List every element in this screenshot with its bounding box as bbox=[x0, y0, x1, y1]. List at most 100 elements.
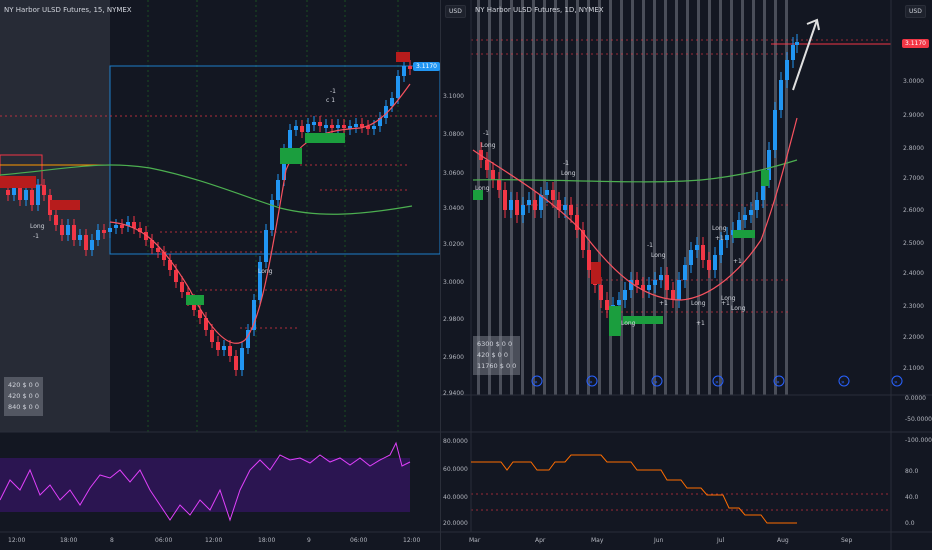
candle-body bbox=[785, 60, 789, 80]
candle-body bbox=[509, 200, 513, 210]
candle-body bbox=[695, 245, 699, 250]
calendar-event-icon[interactable]: » bbox=[712, 375, 724, 387]
demand-zone-3 bbox=[186, 295, 204, 305]
left-chart-title: NY Harbor ULSD Futures, 15, NYMEX bbox=[4, 6, 132, 14]
signal-label: +1 bbox=[733, 258, 742, 265]
week-bar bbox=[675, 0, 678, 395]
supply-zone bbox=[0, 176, 36, 188]
calendar-event-icon[interactable]: » bbox=[651, 375, 663, 387]
candle-body bbox=[659, 275, 663, 280]
candle-body bbox=[132, 222, 136, 228]
candle-body bbox=[617, 300, 621, 305]
week-bar bbox=[708, 0, 711, 395]
candle-body bbox=[114, 225, 118, 228]
candle-body bbox=[330, 125, 334, 128]
left-chart-canvas[interactable] bbox=[0, 0, 440, 550]
currency-badge-right[interactable]: USD bbox=[905, 5, 926, 18]
right-chart-pane[interactable]: » » » » » » » NY Harbor ULSD Futures, 1D, NYME… bbox=[440, 0, 932, 550]
stat-row: 11760 $ 0 0 bbox=[477, 362, 517, 370]
svg-text:»: » bbox=[534, 379, 538, 386]
time-label: 06:00 bbox=[350, 537, 368, 544]
price-label-right: 2.7000 bbox=[903, 175, 924, 182]
candle-body bbox=[78, 235, 82, 240]
signal-label: Long bbox=[731, 305, 746, 312]
candle-body bbox=[795, 42, 799, 45]
event-icons[interactable]: » » » » » » » bbox=[531, 375, 903, 387]
currency-badge-left[interactable]: USD bbox=[445, 5, 466, 18]
signal-label: Long bbox=[691, 300, 706, 307]
demand-zone-daily-3 bbox=[733, 230, 755, 238]
svg-text:»: » bbox=[776, 379, 780, 386]
calendar-event-icon[interactable]: » bbox=[773, 375, 785, 387]
candle-body bbox=[252, 300, 256, 330]
candle-body bbox=[408, 66, 412, 69]
time-label: Sep bbox=[841, 537, 853, 544]
demand-zone bbox=[280, 148, 302, 164]
week-bar bbox=[741, 0, 744, 395]
demand-zone-daily bbox=[609, 306, 621, 336]
candle-body bbox=[84, 235, 88, 250]
candle-body bbox=[557, 200, 561, 210]
candle-body bbox=[258, 262, 262, 300]
week-bar bbox=[653, 0, 656, 395]
ma-green-line-daily bbox=[472, 159, 798, 183]
price-label-left: 2.9400 bbox=[443, 390, 464, 397]
candle-body bbox=[282, 150, 286, 180]
svg-text:»: » bbox=[654, 379, 658, 386]
candle-body bbox=[102, 230, 106, 233]
stat-row: 420 $ 0 0 bbox=[8, 392, 40, 400]
candle-body bbox=[204, 318, 208, 330]
week-bar bbox=[686, 0, 689, 395]
demand-zone-2 bbox=[305, 133, 345, 143]
price-label-right: 2.9000 bbox=[903, 112, 924, 119]
candle-body bbox=[497, 180, 501, 190]
signal-label: +1 bbox=[715, 235, 724, 242]
time-label: Mar bbox=[469, 537, 481, 544]
candle-body bbox=[587, 250, 591, 270]
candle-body bbox=[174, 270, 178, 282]
calendar-event-icon[interactable]: » bbox=[838, 375, 850, 387]
candle-body bbox=[156, 248, 160, 252]
left-price-tag: 3.1170 bbox=[413, 62, 440, 71]
candle-body bbox=[491, 170, 495, 180]
candle-body bbox=[737, 220, 741, 230]
price-label-right: 2.3000 bbox=[903, 303, 924, 310]
signal-label: -1 bbox=[647, 242, 653, 249]
candle-body bbox=[773, 110, 777, 150]
right-chart-canvas[interactable]: » » » » » » » bbox=[441, 0, 932, 550]
candle-body bbox=[689, 250, 693, 265]
price-label-left: 2.9800 bbox=[443, 316, 464, 323]
candle-body bbox=[54, 215, 58, 225]
candle-body bbox=[761, 180, 765, 200]
candle-body bbox=[228, 346, 232, 356]
week-bar bbox=[631, 0, 634, 395]
candle-body bbox=[749, 210, 753, 215]
oscillator-label: 80.0 bbox=[905, 468, 919, 475]
calendar-event-icon[interactable]: » bbox=[531, 375, 543, 387]
session-lines bbox=[147, 0, 399, 432]
candle-body bbox=[641, 285, 645, 290]
time-label: 18:00 bbox=[60, 537, 78, 544]
candle-body bbox=[336, 125, 340, 128]
calendar-event-icon[interactable]: » bbox=[891, 375, 903, 387]
signal-label: +1 bbox=[696, 320, 705, 327]
candle-body bbox=[635, 280, 639, 285]
left-chart-pane[interactable]: NY Harbor ULSD Futures, 15, NYMEX 3.1170… bbox=[0, 0, 440, 550]
candle-body bbox=[18, 185, 22, 200]
week-bar bbox=[587, 0, 590, 395]
signal-label: -1 bbox=[483, 130, 489, 137]
candle-body bbox=[210, 330, 214, 342]
candle-body bbox=[126, 222, 130, 226]
candle-body bbox=[665, 275, 669, 290]
candle-body bbox=[605, 300, 609, 310]
calendar-event-icon[interactable]: » bbox=[586, 375, 598, 387]
time-label: 8 bbox=[110, 537, 114, 544]
candle-body bbox=[264, 230, 268, 262]
candle-body bbox=[306, 124, 310, 132]
price-label-left: 3.0000 bbox=[443, 279, 464, 286]
candle-body bbox=[324, 125, 328, 128]
price-label-left: 3.0600 bbox=[443, 170, 464, 177]
candle-body bbox=[581, 230, 585, 250]
rsi-line bbox=[0, 441, 411, 522]
stat-row: 840 $ 0 0 bbox=[8, 403, 40, 411]
